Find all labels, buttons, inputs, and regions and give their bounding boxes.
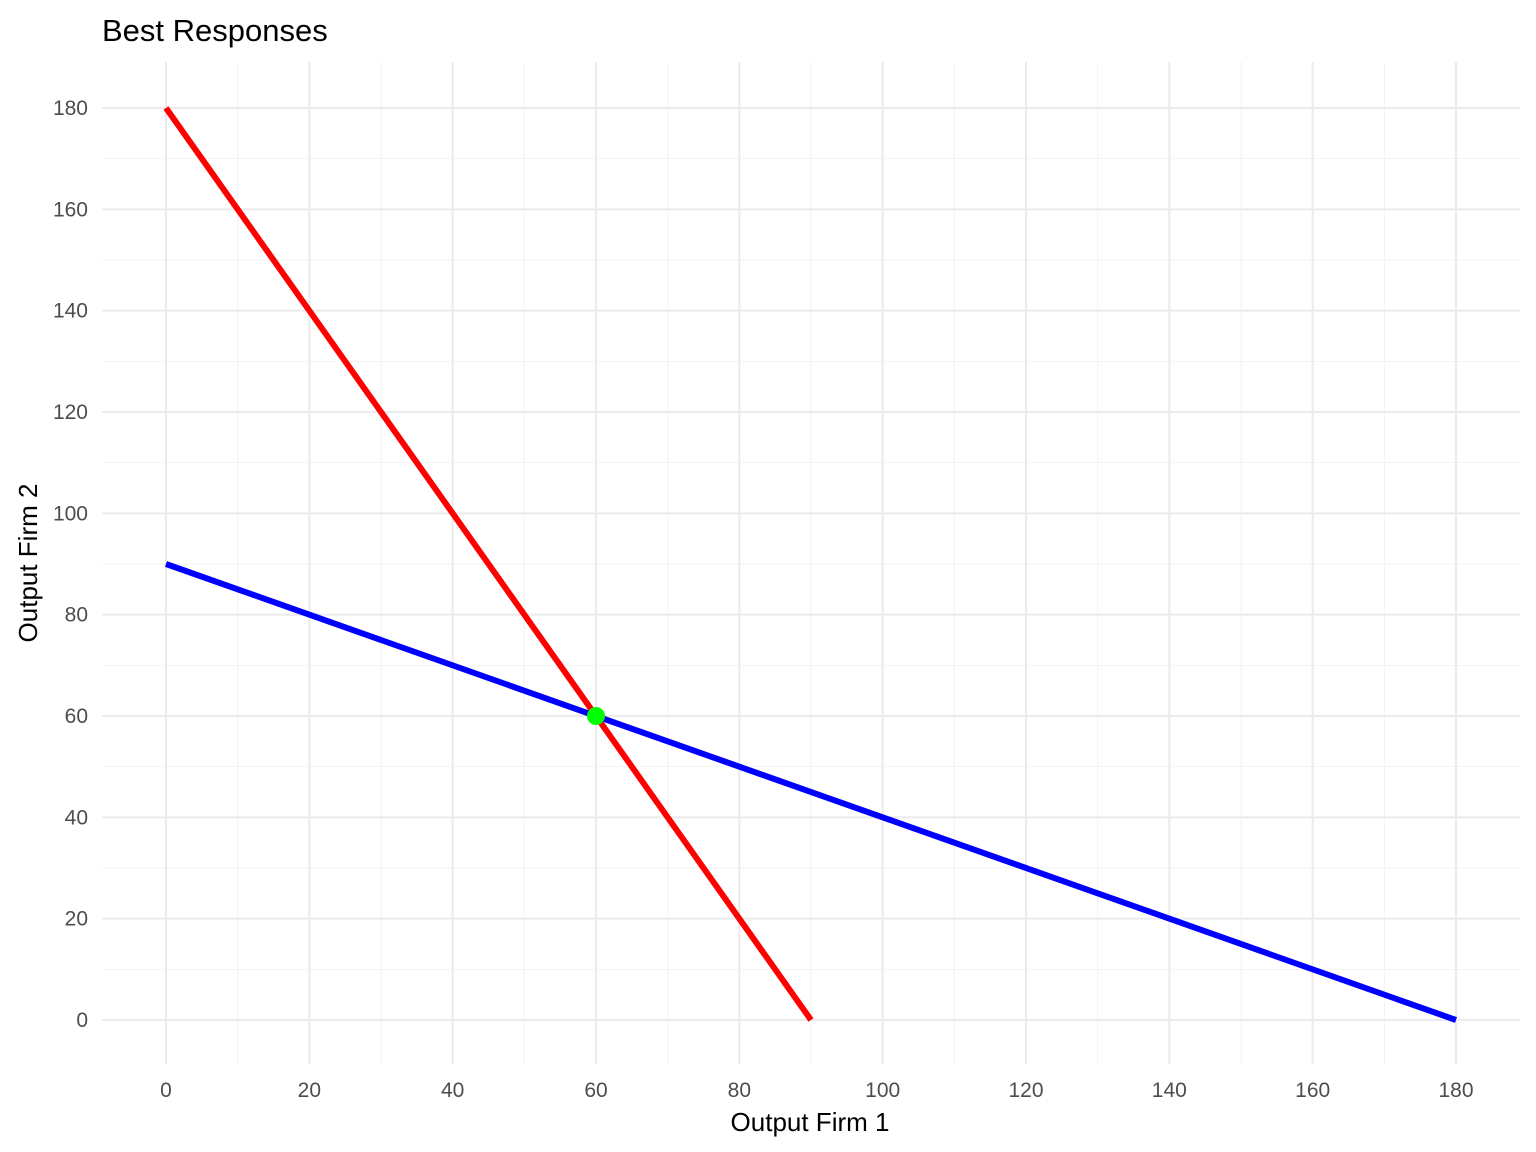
x-tick-label: 60 <box>584 1079 607 1102</box>
series-line-2 <box>165 561 1457 1023</box>
x-tick-label: 120 <box>1008 1079 1043 1102</box>
y-tick-label: 140 <box>53 300 88 323</box>
x-axis-title: Output Firm 1 <box>731 1107 890 1137</box>
y-tick-label: 60 <box>65 705 88 728</box>
y-tick-label: 20 <box>65 908 88 931</box>
intersection-point <box>587 707 605 725</box>
x-tick-label: 40 <box>441 1079 464 1102</box>
y-tick-label: 160 <box>53 198 88 221</box>
x-tick-labels: 0 20 40 60 80 100 120 140 160 180 <box>160 1079 1473 1102</box>
y-tick-label: 0 <box>76 1009 88 1032</box>
y-tick-label: 100 <box>53 502 88 525</box>
series-line-1 <box>163 106 814 1022</box>
y-axis-title: Output Firm 2 <box>13 484 43 643</box>
x-tick-label: 20 <box>298 1079 321 1102</box>
y-tick-label: 180 <box>53 97 88 120</box>
markers <box>587 707 605 725</box>
x-tick-label: 160 <box>1295 1079 1330 1102</box>
y-tick-label: 40 <box>65 806 88 829</box>
y-tick-label: 80 <box>65 604 88 627</box>
x-tick-label: 100 <box>865 1079 900 1102</box>
chart-title: Best Responses <box>102 13 328 48</box>
series-lines <box>163 106 1457 1023</box>
x-tick-label: 80 <box>728 1079 751 1102</box>
y-tick-labels: 0 20 40 60 80 100 120 140 160 180 <box>53 97 88 1032</box>
y-tick-label: 120 <box>53 401 88 424</box>
x-tick-label: 0 <box>160 1079 172 1102</box>
x-tick-label: 180 <box>1438 1079 1473 1102</box>
grid <box>102 62 1520 1064</box>
x-tick-label: 140 <box>1152 1079 1187 1102</box>
